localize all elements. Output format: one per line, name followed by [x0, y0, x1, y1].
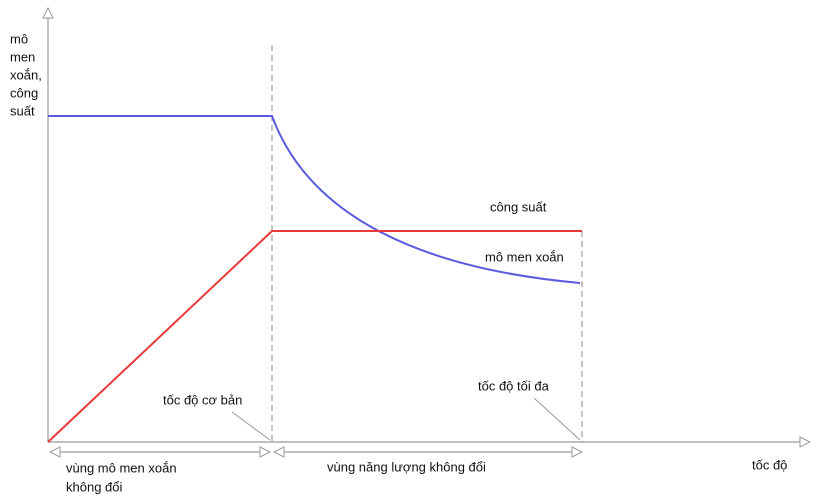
leader-line [533, 397, 581, 441]
x-axis-label: tốc độ [752, 457, 787, 472]
y-axis-label: công [10, 85, 38, 100]
leader-line [231, 411, 271, 441]
y-axis-label: suất [10, 103, 35, 118]
power-curve [47, 230, 582, 443]
point-label: tốc độ cơ bản [163, 392, 242, 407]
torque-curve [48, 115, 581, 284]
curve-label: công suất [490, 199, 547, 214]
point-label: tốc độ tối đa [478, 378, 550, 393]
region-label: không đổi [66, 479, 122, 494]
y-axis-label: men [10, 49, 35, 64]
y-axis-label: mô [10, 31, 28, 46]
region-label: vùng mô men xoắn [66, 460, 177, 475]
y-axis-label: xoắn, [10, 67, 42, 82]
curve-label: mô men xoắn [485, 249, 564, 264]
region-label: vùng năng lượng không đổi [327, 459, 486, 474]
